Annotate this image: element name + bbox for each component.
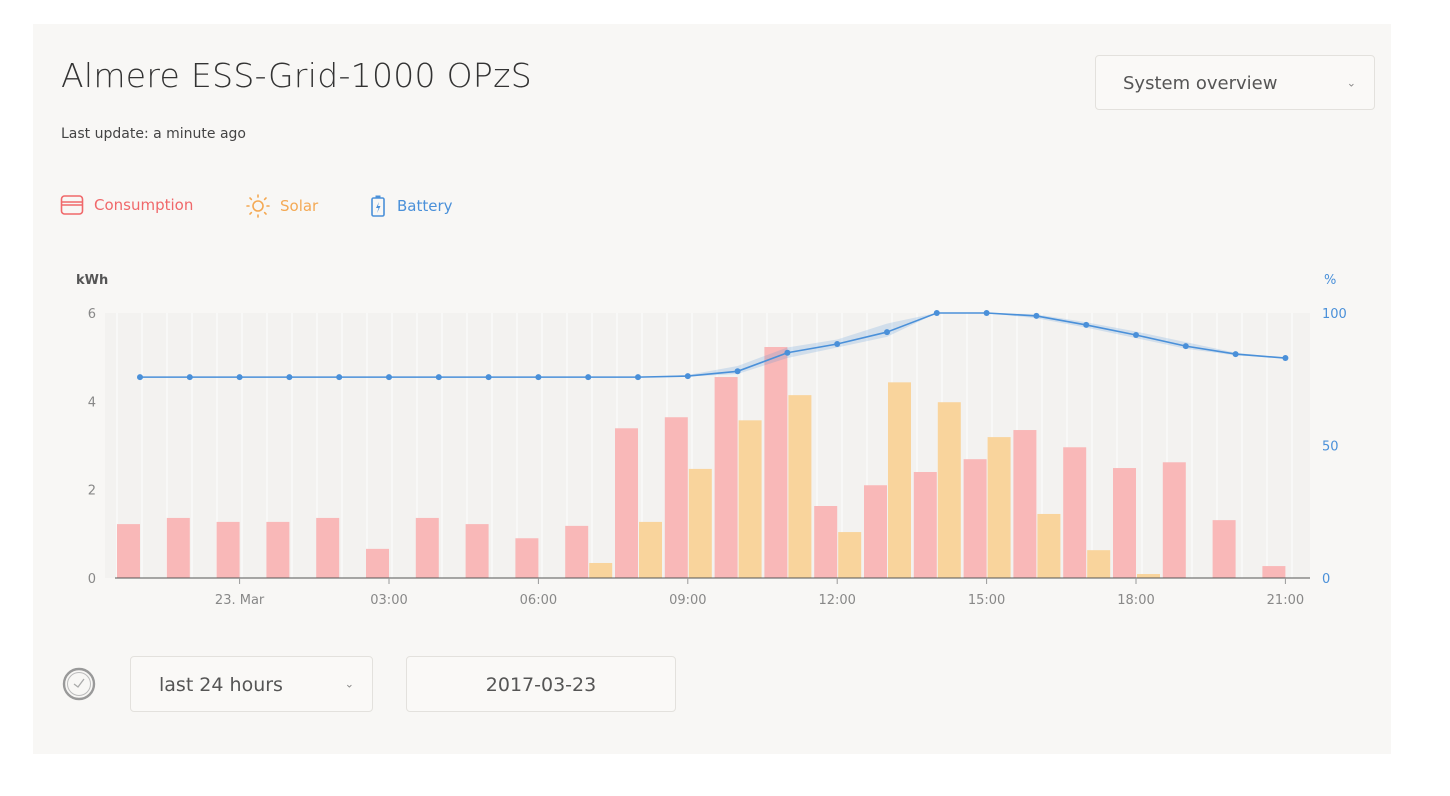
last-update: Last update: a minute ago bbox=[61, 126, 246, 142]
consumption-bar bbox=[565, 525, 589, 578]
y2-tick-label: 100 bbox=[1322, 307, 1347, 322]
battery-point bbox=[485, 374, 492, 381]
legend-consumption[interactable]: Consumption bbox=[60, 194, 193, 216]
legend-label: Battery bbox=[397, 197, 453, 215]
consumption-bar bbox=[963, 459, 987, 578]
solar-bar bbox=[589, 562, 613, 578]
battery-point bbox=[884, 329, 890, 336]
battery-point bbox=[585, 374, 592, 381]
battery-point bbox=[784, 349, 791, 356]
consumption-bar bbox=[615, 428, 638, 578]
solar-bar bbox=[888, 382, 911, 578]
battery-point bbox=[336, 374, 343, 381]
solar-bar bbox=[639, 521, 662, 578]
battery-point bbox=[1232, 351, 1239, 358]
battery-point bbox=[1133, 331, 1139, 338]
solar-bar bbox=[788, 395, 812, 578]
battery-point bbox=[1182, 343, 1189, 350]
x-tick-label: 06:00 bbox=[520, 593, 557, 608]
y-tick-label: 2 bbox=[88, 484, 96, 499]
solar-bar bbox=[688, 468, 712, 578]
consumption-bar bbox=[415, 517, 439, 578]
y-tick-label: 0 bbox=[88, 572, 96, 587]
consumption-icon bbox=[60, 195, 84, 215]
date-value: 2017-03-23 bbox=[485, 674, 597, 696]
legend-label: Consumption bbox=[94, 196, 194, 214]
date-picker[interactable]: 2017-03-23 bbox=[406, 656, 676, 712]
battery-point bbox=[535, 374, 542, 381]
battery-icon bbox=[371, 195, 385, 217]
consumption-bar bbox=[465, 524, 489, 578]
consumption-bar bbox=[814, 506, 838, 578]
solar-bar bbox=[1037, 513, 1061, 578]
view-select-value: System overview bbox=[1123, 73, 1278, 94]
clock-icon[interactable] bbox=[62, 667, 96, 701]
consumption-bar bbox=[1063, 447, 1087, 578]
consumption-bar bbox=[316, 517, 340, 578]
consumption-bar bbox=[714, 377, 738, 578]
solar-bar bbox=[987, 437, 1011, 578]
legend-solar[interactable]: Solar bbox=[246, 194, 318, 218]
y2-tick-label: 0 bbox=[1322, 572, 1330, 587]
solar-bar bbox=[937, 402, 961, 578]
consumption-bar bbox=[664, 417, 688, 578]
x-tick-label: 18:00 bbox=[1117, 593, 1154, 608]
consumption-bar bbox=[1013, 430, 1037, 578]
battery-point bbox=[684, 373, 691, 380]
consumption-bar bbox=[1113, 468, 1136, 578]
battery-point bbox=[137, 374, 143, 381]
solar-bar bbox=[738, 420, 762, 578]
chevron-down-icon: ⌄ bbox=[344, 677, 354, 691]
y2-axis-label: % bbox=[1324, 273, 1336, 288]
page-title: Almere ESS-Grid-1000 OPzS bbox=[61, 56, 532, 95]
solar-bar bbox=[838, 532, 862, 578]
battery-line bbox=[140, 312, 1286, 378]
battery-point bbox=[635, 374, 641, 381]
solar-bar bbox=[1137, 574, 1160, 578]
battery-point bbox=[386, 374, 392, 381]
consumption-bar bbox=[864, 485, 887, 578]
time-range-value: last 24 hours bbox=[159, 674, 283, 696]
battery-point bbox=[1083, 321, 1090, 328]
battery-point bbox=[286, 374, 293, 381]
battery-point bbox=[1282, 355, 1289, 362]
consumption-bar bbox=[1262, 566, 1286, 578]
x-tick-label: 09:00 bbox=[669, 593, 706, 608]
battery-point bbox=[834, 341, 841, 348]
x-tick-label: 03:00 bbox=[370, 593, 407, 608]
battery-point bbox=[734, 368, 741, 375]
time-range-select[interactable]: last 24 hours ⌄ bbox=[130, 656, 373, 712]
chevron-down-icon: ⌄ bbox=[1346, 76, 1356, 89]
x-tick-label: 23. Mar bbox=[215, 593, 265, 608]
battery-point bbox=[236, 374, 243, 381]
consumption-bar bbox=[117, 524, 140, 578]
battery-point bbox=[435, 374, 442, 381]
sun-icon bbox=[246, 194, 270, 218]
x-tick-label: 12:00 bbox=[818, 593, 855, 608]
y-axis-label: kWh bbox=[76, 273, 108, 288]
legend-battery[interactable]: Battery bbox=[369, 194, 453, 218]
consumption-bar bbox=[1162, 462, 1186, 578]
legend-label: Solar bbox=[280, 197, 319, 215]
battery-point bbox=[983, 310, 990, 316]
consumption-bar bbox=[366, 548, 389, 578]
solar-bar bbox=[1087, 550, 1111, 578]
view-select[interactable]: System overview ⌄ bbox=[1095, 55, 1375, 110]
consumption-bar bbox=[913, 472, 937, 578]
consumption-bar bbox=[266, 521, 290, 578]
battery-point bbox=[933, 310, 940, 316]
y-tick-label: 6 bbox=[88, 307, 96, 322]
x-tick-label: 21:00 bbox=[1267, 593, 1304, 608]
battery-point bbox=[186, 374, 193, 381]
consumption-bar bbox=[764, 347, 788, 578]
consumption-bar bbox=[1212, 520, 1236, 578]
consumption-bar bbox=[166, 517, 190, 578]
y-tick-label: 4 bbox=[88, 395, 96, 410]
consumption-bar bbox=[216, 521, 240, 578]
consumption-bar bbox=[515, 538, 539, 578]
x-tick-label: 15:00 bbox=[968, 593, 1005, 608]
y2-tick-label: 50 bbox=[1322, 440, 1339, 455]
battery-point bbox=[1033, 312, 1040, 319]
